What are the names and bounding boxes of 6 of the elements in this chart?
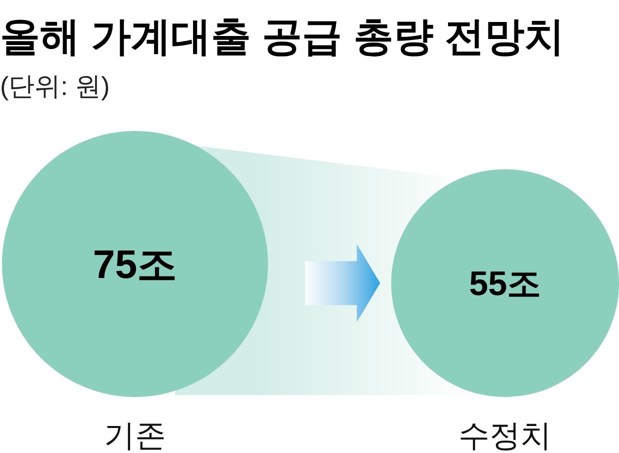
category-label: 기존 — [104, 418, 166, 453]
text: (단위: 원) — [0, 71, 110, 101]
category-label: 수정치 — [458, 418, 552, 453]
text: 올해 가계대출 공급 총량 전망치 — [0, 15, 564, 59]
data-label: 75조 — [92, 243, 178, 287]
data-label: 55조 — [469, 265, 542, 304]
